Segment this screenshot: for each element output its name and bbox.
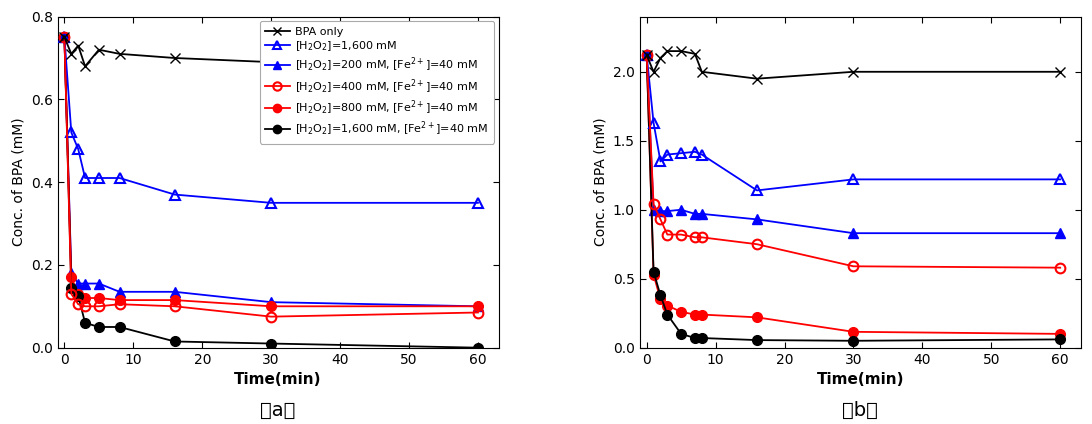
Legend: BPA only, [H$_2$O$_2$]=1,600 mM, [H$_2$O$_2$]=200 mM, [Fe$^{2+}$]=40 mM, [H$_2$O: BPA only, [H$_2$O$_2$]=1,600 mM, [H$_2$O… (260, 21, 495, 143)
Text: （a）: （a） (260, 401, 296, 420)
Y-axis label: Conc. of BPA (mM): Conc. of BPA (mM) (11, 118, 25, 246)
X-axis label: Time(min): Time(min) (235, 372, 322, 387)
Y-axis label: Conc. of BPA (mM): Conc. of BPA (mM) (593, 118, 607, 246)
X-axis label: Time(min): Time(min) (817, 372, 904, 387)
Text: （b）: （b） (842, 401, 878, 420)
